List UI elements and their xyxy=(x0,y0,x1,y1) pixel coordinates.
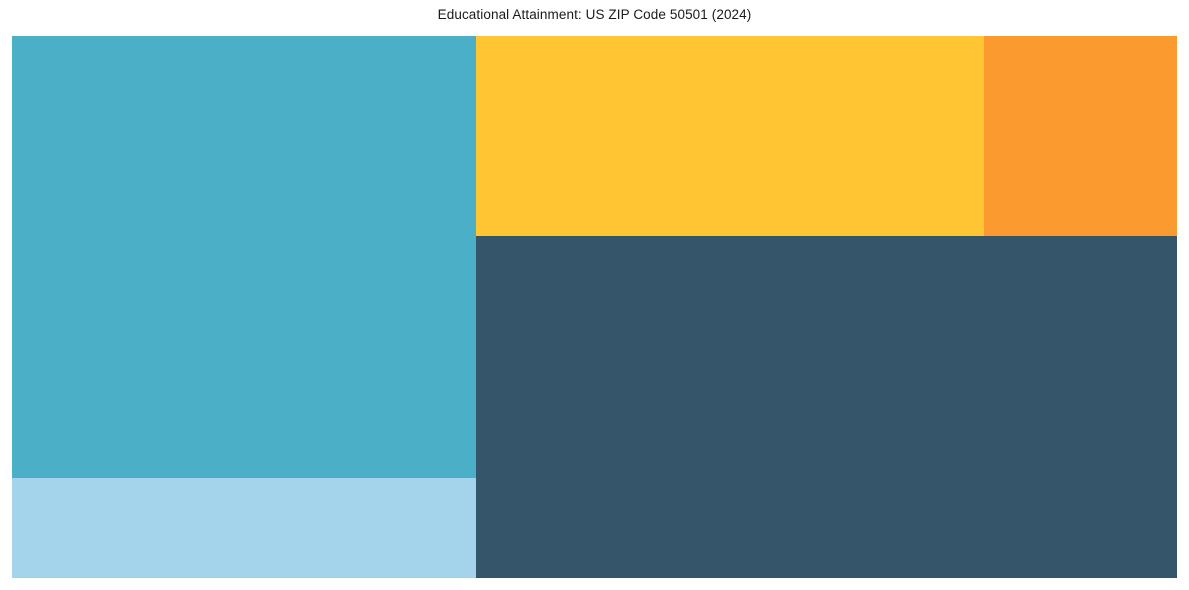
treemap-plot-area: Some college, no degree Bachelor's degre… xyxy=(12,36,1177,578)
chart-title: Educational Attainment: US ZIP Code 5050… xyxy=(437,7,752,22)
treemap-tile-high-school-graduate[interactable]: High school graduate (includes equivalen… xyxy=(476,236,1177,578)
treemap-tile-label: Bachelor's degree xyxy=(484,42,580,57)
treemap-tile-bachelors-degree[interactable]: Bachelor's degree xyxy=(476,36,984,236)
treemap-tile-label: High school graduate (includes equivalen… xyxy=(484,242,719,257)
treemap-tile-associates-degree[interactable]: Associate's degree xyxy=(12,478,476,578)
treemap-tile-graduate-or-professional-degree[interactable]: Graduate or professional degree xyxy=(984,36,1177,236)
treemap-tile-label: Associate's degree xyxy=(20,484,121,499)
treemap-tile-label: Some college, no degree xyxy=(20,42,153,57)
treemap-tile-some-college-no-degree[interactable]: Some college, no degree xyxy=(12,36,476,478)
treemap-tile-label: Graduate or professional degree xyxy=(992,42,1165,57)
